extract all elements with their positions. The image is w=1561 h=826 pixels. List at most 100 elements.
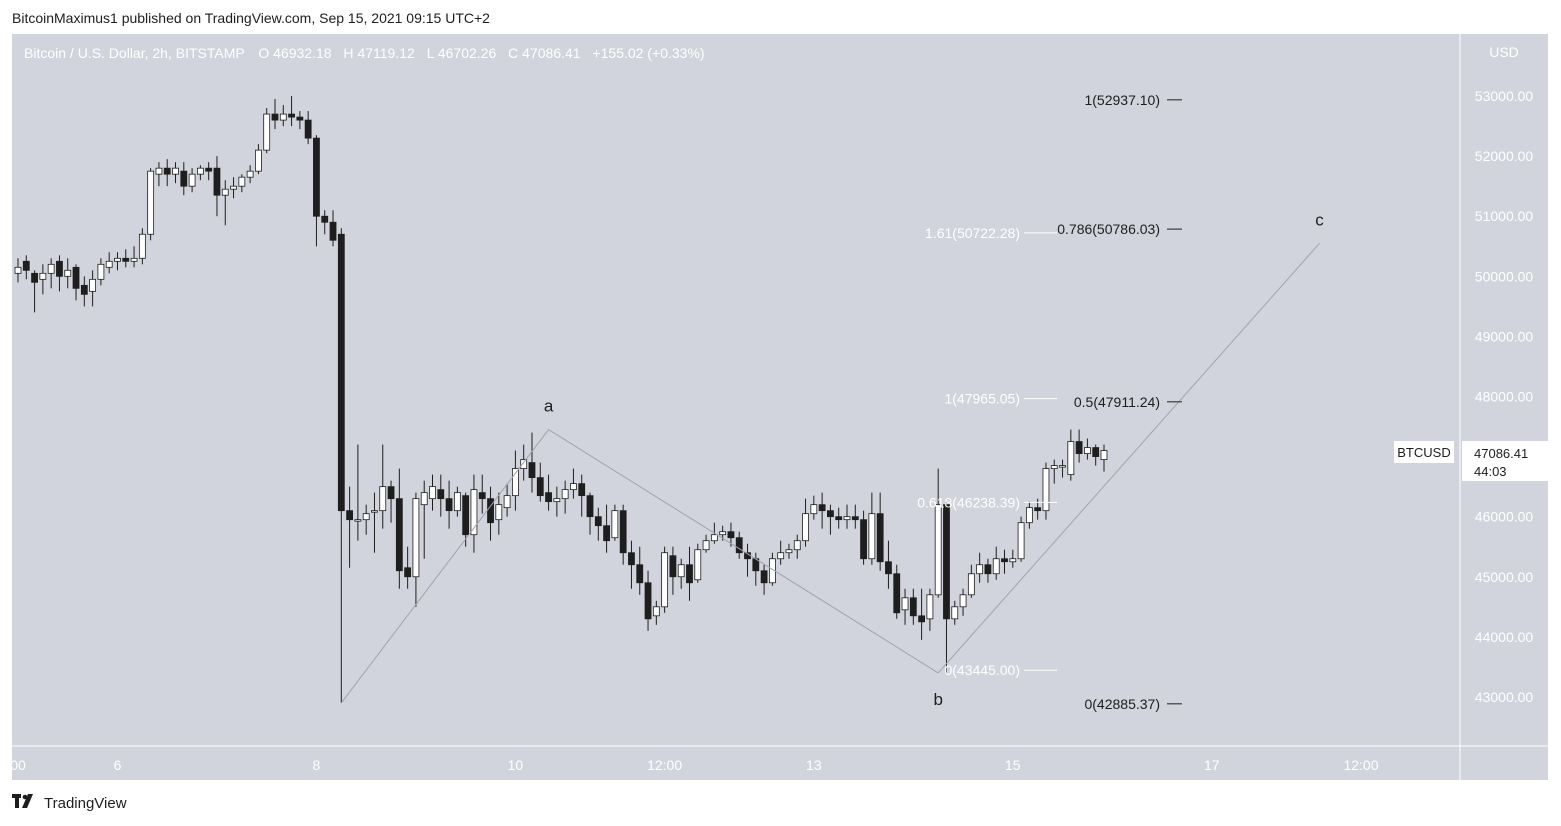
y-tick-label: 51000.00 [1475, 208, 1534, 224]
y-tick-label: 53000.00 [1475, 88, 1534, 104]
candle-body [719, 531, 727, 536]
candle-body [453, 492, 461, 512]
legend-open-value: 46932.18 [273, 45, 332, 61]
candle-body [138, 233, 146, 259]
x-tick-label: 00 [12, 757, 26, 773]
fib-level-label: 0(42885.37) [1084, 696, 1160, 712]
candle-body [511, 468, 519, 497]
candle-body [843, 516, 851, 521]
candle-body [188, 173, 196, 187]
candle-body [909, 597, 917, 617]
price-tag-box [1462, 441, 1548, 481]
y-tick-label: 44000.00 [1475, 629, 1534, 645]
candle-body [213, 167, 221, 196]
chart-panel[interactable]: a b c 1(52937.10) 0.786(50786.03) 1.61(50722… [12, 34, 1548, 780]
candle-body [155, 167, 163, 175]
candle-body [346, 510, 354, 521]
candle-body [893, 573, 901, 614]
candle-body [603, 525, 610, 542]
candle-body [56, 260, 63, 277]
y-tick-label: 43000.00 [1475, 689, 1534, 705]
candle-body [47, 263, 55, 274]
candle-body [959, 594, 967, 608]
tradingview-footer: TradingView [12, 794, 127, 812]
x-tick-label: 13 [806, 757, 822, 773]
candle-body [362, 513, 370, 521]
candle-body [371, 510, 378, 513]
last-price-value: 47086.41 [1474, 446, 1528, 461]
candle-body [976, 564, 984, 575]
candle-body [528, 462, 536, 479]
candle-body [851, 516, 859, 521]
candle-body [818, 504, 826, 512]
fib-level-label: 1.61(50722.28) [925, 225, 1020, 241]
candle-body [80, 284, 88, 295]
candle-body [793, 540, 801, 551]
candle-body [246, 170, 254, 178]
candle-body [354, 519, 362, 522]
candle-body [1059, 465, 1066, 468]
candle-body [901, 597, 909, 611]
candle-body [1042, 468, 1050, 512]
currency-label: USD [1489, 44, 1519, 60]
candle-body [1034, 507, 1042, 512]
candle-body [553, 498, 561, 503]
candle-body [478, 492, 486, 500]
candle-body [984, 564, 992, 575]
candle-body [967, 573, 975, 596]
candle-body [885, 561, 892, 575]
candle-body [263, 113, 271, 151]
bar-countdown: 44:03 [1474, 464, 1507, 479]
candle-body [172, 167, 179, 175]
candle-body [279, 113, 287, 121]
x-tick-label: 8 [313, 757, 321, 773]
candle-body [735, 537, 743, 554]
candle-body [777, 552, 785, 560]
candle-body [661, 552, 669, 608]
candle-body [221, 188, 229, 196]
candle-body [951, 606, 959, 620]
legend-close-value: 47086.41 [522, 45, 581, 61]
candle-body [64, 269, 72, 277]
candle-body [536, 477, 544, 497]
candle-body [14, 266, 22, 274]
candle-body [89, 278, 97, 292]
y-tick-label: 50000.00 [1475, 268, 1534, 284]
candle-body [1067, 441, 1075, 476]
candle-body [196, 167, 204, 175]
candle-body [180, 170, 188, 187]
candle-body [578, 483, 586, 497]
candle-body [644, 582, 652, 620]
candle-body [570, 483, 577, 491]
wave-label-c: c [1315, 210, 1324, 229]
candle-body [105, 260, 113, 268]
legend-close-label: C [508, 45, 518, 61]
x-tick-label: 15 [1005, 757, 1021, 773]
candle-body [669, 555, 677, 578]
fib-level-label: 0.786(50786.03) [1057, 221, 1160, 237]
price-chart[interactable]: a b c 1(52937.10) 0.786(50786.03) 1.61(50722… [12, 34, 1548, 780]
candle-body [802, 513, 809, 542]
candle-body [918, 615, 926, 623]
candle-body [561, 489, 569, 500]
candle-body [205, 167, 213, 172]
candle-body [304, 119, 312, 139]
candle-body [1050, 465, 1058, 470]
candle-body [288, 113, 295, 118]
symbol-tag: BTCUSD [1397, 445, 1450, 460]
candle-body [835, 516, 843, 521]
candle-body [702, 540, 710, 551]
candle-body [321, 215, 329, 223]
legend-symbol: Bitcoin / U.S. Dollar, 2h, BITSTAMP [24, 45, 244, 61]
candle-body [387, 486, 395, 500]
candle-body [337, 233, 345, 512]
candle-body [926, 594, 934, 620]
candle-body [876, 513, 884, 563]
candle-body [429, 486, 436, 500]
candle-body [611, 510, 619, 539]
candle-body [1100, 450, 1108, 460]
wave-line [937, 242, 1320, 674]
candle-body [545, 492, 552, 503]
candle-body [31, 272, 38, 283]
candle-body [727, 531, 735, 539]
